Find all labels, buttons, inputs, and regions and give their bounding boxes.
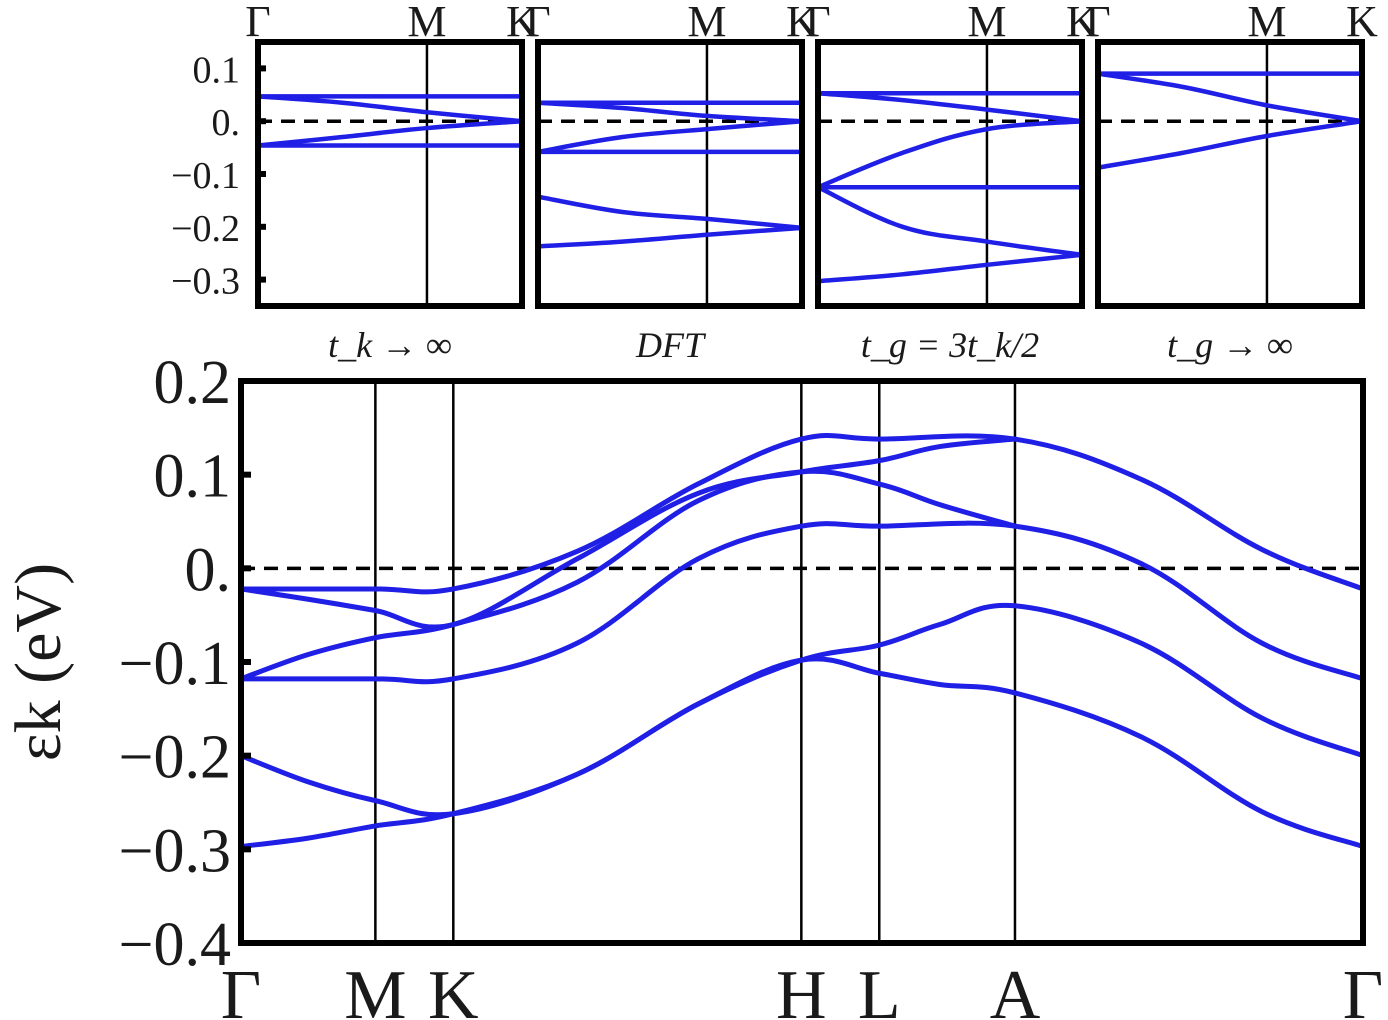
y-tick-label: −0.2 <box>119 724 231 792</box>
panel-caption: t_g → ∞ <box>1167 325 1293 365</box>
panel-0 <box>255 39 525 309</box>
kpoint-label-Γ: Γ <box>525 0 550 46</box>
kpoint-label-Γ: Γ <box>221 957 261 1020</box>
band-line <box>535 194 805 231</box>
y-tick-label: 0. <box>212 102 241 144</box>
kpoint-label-M: M <box>344 957 406 1020</box>
band-line <box>815 184 1085 258</box>
kpoint-label-A: A <box>990 957 1041 1020</box>
y-axis-label: εk (eV) <box>2 563 75 761</box>
kpoint-label-K: K <box>1066 0 1098 46</box>
kpoint-label-M: M <box>687 0 726 46</box>
panel-caption: DFT <box>635 325 707 365</box>
kpoint-label-K: K <box>506 0 538 46</box>
kpoint-label-Γ: Γ <box>245 0 270 46</box>
band-line <box>815 252 1085 284</box>
kpoint-label-K: K <box>1346 0 1378 46</box>
y-tick-label: −0.4 <box>119 911 231 979</box>
panel-4 <box>238 378 1366 946</box>
band-line <box>238 436 1018 630</box>
band-line <box>535 225 805 249</box>
band-line <box>815 118 1085 190</box>
band-line <box>238 520 1366 685</box>
y-tick-label: −0.1 <box>171 155 240 197</box>
panel-2 <box>815 39 1085 309</box>
band-line <box>535 100 805 124</box>
y-tick-label: 0. <box>185 536 232 604</box>
kpoint-label-K: K <box>428 957 479 1020</box>
panel-caption: t_g = 3t_k/2 <box>861 325 1039 365</box>
y-tick-label: 0.2 <box>154 349 232 417</box>
y-tick-label: 0.1 <box>193 49 241 91</box>
y-tick-label: −0.3 <box>119 817 231 885</box>
kpoint-label-Γ: Γ <box>1085 0 1110 46</box>
band-line <box>1095 118 1365 170</box>
y-tick-label: −0.1 <box>119 630 231 698</box>
kpoint-label-M: M <box>1247 0 1286 46</box>
band-line <box>238 433 1366 595</box>
y-tick-label: −0.2 <box>171 208 240 250</box>
panel-caption: t_k → ∞ <box>328 325 452 365</box>
kpoint-label-M: M <box>967 0 1006 46</box>
band-line <box>1095 71 1365 124</box>
y-tick-label: 0.1 <box>154 443 232 511</box>
band-line <box>238 468 1018 682</box>
panel-1 <box>535 39 805 309</box>
kpoint-label-K: K <box>786 0 818 46</box>
panel-frame <box>535 39 805 309</box>
band-line <box>238 656 1366 850</box>
kpoint-label-Γ: Γ <box>805 0 830 46</box>
kpoint-label-L: L <box>858 957 901 1020</box>
band-line <box>255 118 525 148</box>
panel-3 <box>1095 39 1365 309</box>
panel-frame <box>255 39 525 309</box>
band-line <box>535 118 805 155</box>
kpoint-label-H: H <box>776 957 827 1020</box>
y-tick-label: −0.3 <box>171 261 240 303</box>
kpoint-label-Γ: Γ <box>1343 957 1383 1020</box>
band-line <box>815 90 1085 124</box>
band-line <box>255 94 525 124</box>
kpoint-label-M: M <box>407 0 446 46</box>
panel-frame <box>1095 39 1365 309</box>
panel-frame <box>815 39 1085 309</box>
